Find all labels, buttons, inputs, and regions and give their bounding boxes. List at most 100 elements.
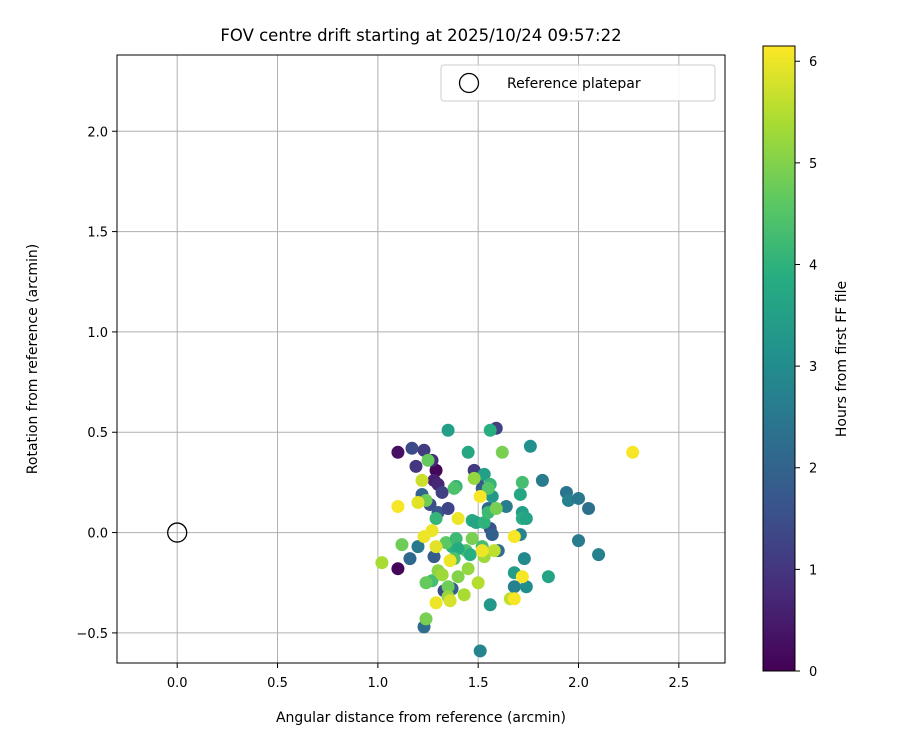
colorbar-label: Hours from first FF file [834,281,850,437]
x-tick-label: 2.5 [669,676,690,691]
x-axis-label: Angular distance from reference (arcmin) [276,710,566,726]
legend-label: Reference platepar [507,76,641,92]
scatter-point [451,512,465,526]
colorbar-tick-label: 2 [809,462,817,477]
scatter-point [465,532,479,546]
y-tick-label: 1.5 [87,226,108,241]
scatter-point [451,570,465,584]
scatter-point [475,544,489,558]
scatter-point [411,540,425,554]
scatter-point [417,443,431,457]
scatter-point [507,580,521,594]
reference-platepar-marker [167,522,188,543]
legend-open-circle-marker [458,72,480,94]
y-tick-label: 2.0 [87,125,108,140]
colorbar-tick-label: 0 [809,665,817,680]
scatter-point [443,554,457,568]
scatter-point [495,445,509,459]
y-tick-label: 1.0 [87,326,108,341]
scatter-point [419,612,433,626]
scatter-point [395,538,409,552]
x-tick-label: 1.5 [468,676,489,691]
scatter-point [519,580,533,594]
scatter-point [461,445,475,459]
scatter-point [572,534,586,548]
colorbar-gradient [763,46,795,671]
scatter-point [419,576,433,590]
scatter-point [441,580,455,594]
scatter-point [515,475,529,489]
colorbar-tick-label: 5 [809,157,817,172]
scatter-point [592,548,606,562]
y-axis-label: Rotation from reference (arcmin) [25,244,41,474]
colorbar-tick-label: 3 [809,360,817,375]
chart-title: FOV centre drift starting at 2025/10/24 … [220,26,621,45]
scatter-point [582,501,596,515]
scatter-point [441,501,455,515]
scatter-point [429,540,443,554]
scatter-point [391,499,405,513]
x-tick-label: 1.0 [368,676,389,691]
scatter-point [411,495,425,509]
scatter-point [403,552,417,566]
scatter-point [441,423,455,437]
x-tick-label: 0.5 [267,676,288,691]
scatter-point [485,528,499,542]
scatter-points [375,421,640,658]
y-tick-label: 0.0 [87,527,108,542]
scatter-point [487,544,501,558]
scatter-point [477,467,491,481]
scatter-point [489,501,503,515]
scatter-point [429,463,443,477]
scatter-point [391,562,405,576]
scatter-point [435,485,449,499]
scatter-point [517,552,531,566]
scatter-point [457,588,471,602]
scatter-point [523,439,537,453]
grid [117,55,725,663]
x-axis-ticks: 0.0 0.5 1.0 1.5 2.0 2.5 [167,663,689,691]
colorbar: 0 1 2 3 4 5 6 Hours from first FF file [762,45,850,680]
scatter-point [477,516,491,530]
scatter-point [473,644,487,658]
scatter-point [483,598,497,612]
scatter-point [435,568,449,582]
scatter-point [439,536,453,550]
scatter-point [515,570,529,584]
colorbar-ticks: 0 1 2 3 4 5 6 [795,55,817,680]
scatter-point [415,473,429,487]
scatter-point [626,445,640,459]
scatter-point [499,499,513,513]
scatter-point [421,453,435,467]
scatter-point [427,550,441,564]
scatter-point [447,481,461,495]
scatter-point [467,471,481,485]
scatter-point [391,445,405,459]
y-axis-ticks: −0.5 0.0 0.5 1.0 1.5 2.0 [76,125,117,642]
scatter-point [449,532,463,546]
scatter-point [429,596,443,610]
plot-frame [116,54,726,664]
x-tick-label: 2.0 [568,676,589,691]
scatter-point [561,493,575,507]
scatter-point [507,530,521,544]
scatter-point [443,594,457,608]
scatter-point [507,592,521,606]
scatter-point [409,459,423,473]
scatter-point [481,481,495,495]
colorbar-tick-label: 1 [809,563,817,578]
scatter-point [535,473,549,487]
scatter-point [572,491,586,505]
colorbar-tick-label: 4 [809,258,817,273]
scatter-point [483,423,497,437]
colorbar-tick-label: 6 [809,55,817,70]
y-tick-label: 0.5 [87,426,108,441]
x-tick-label: 0.0 [167,676,188,691]
scatter-point [471,576,485,590]
scatter-point [519,512,533,526]
scatter-point [429,512,443,526]
scatter-point [417,530,431,544]
y-tick-label: −0.5 [76,627,108,642]
